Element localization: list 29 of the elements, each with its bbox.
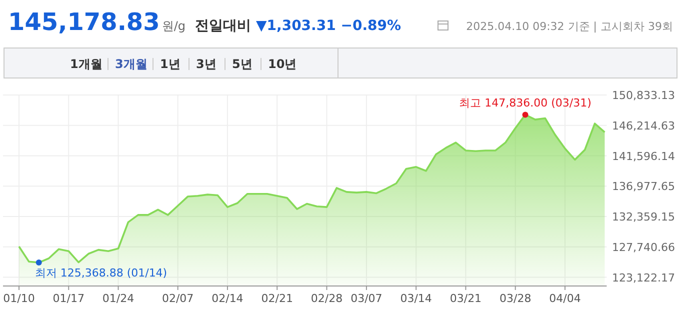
x-tick-label: 03/21: [450, 292, 482, 305]
x-tick-label: 01/10: [3, 292, 35, 305]
text: 10년: [268, 57, 297, 71]
y-tick-label: 123,122.17: [612, 271, 675, 284]
text: 1년: [160, 57, 180, 71]
text: 5년: [232, 57, 252, 71]
x-tick-label: 02/21: [261, 292, 293, 305]
x-tick-label: 03/14: [400, 292, 432, 305]
text: 2025.04.10 09:32 기준 | 고시회차 39회: [466, 20, 673, 33]
text: 1개월: [70, 57, 102, 71]
x-tick-label: 02/07: [162, 292, 194, 305]
x-tick-label: 03/28: [500, 292, 532, 305]
y-tick-label: 132,359.15: [612, 210, 675, 224]
text: 3개월: [115, 57, 148, 71]
x-tick-label: 01/17: [52, 292, 84, 305]
annotation: 최고 147,836.00 (03/31): [459, 96, 592, 110]
text: 3년: [196, 57, 216, 71]
y-tick-label: 136,977.65: [612, 180, 675, 194]
y-tick-label: 146,214.63: [612, 119, 675, 132]
x-tick-label: 02/28: [310, 292, 343, 305]
x-tick-label: 01/24: [102, 292, 134, 305]
x-tick-label: 03/07: [350, 292, 382, 305]
y-tick-label: 150,833.13: [612, 89, 675, 102]
x-tick-label: 04/04: [549, 292, 581, 305]
x-tick-label: 02/14: [212, 292, 244, 305]
y-tick-label: 127,740.66: [612, 240, 675, 254]
y-tick-label: 141,596.14: [612, 150, 675, 163]
annotation: 최저 125,368.88 (01/14): [34, 266, 168, 280]
chart-subtitle: 전일대비 ▼1,303.31 −0.89%: [195, 18, 402, 34]
